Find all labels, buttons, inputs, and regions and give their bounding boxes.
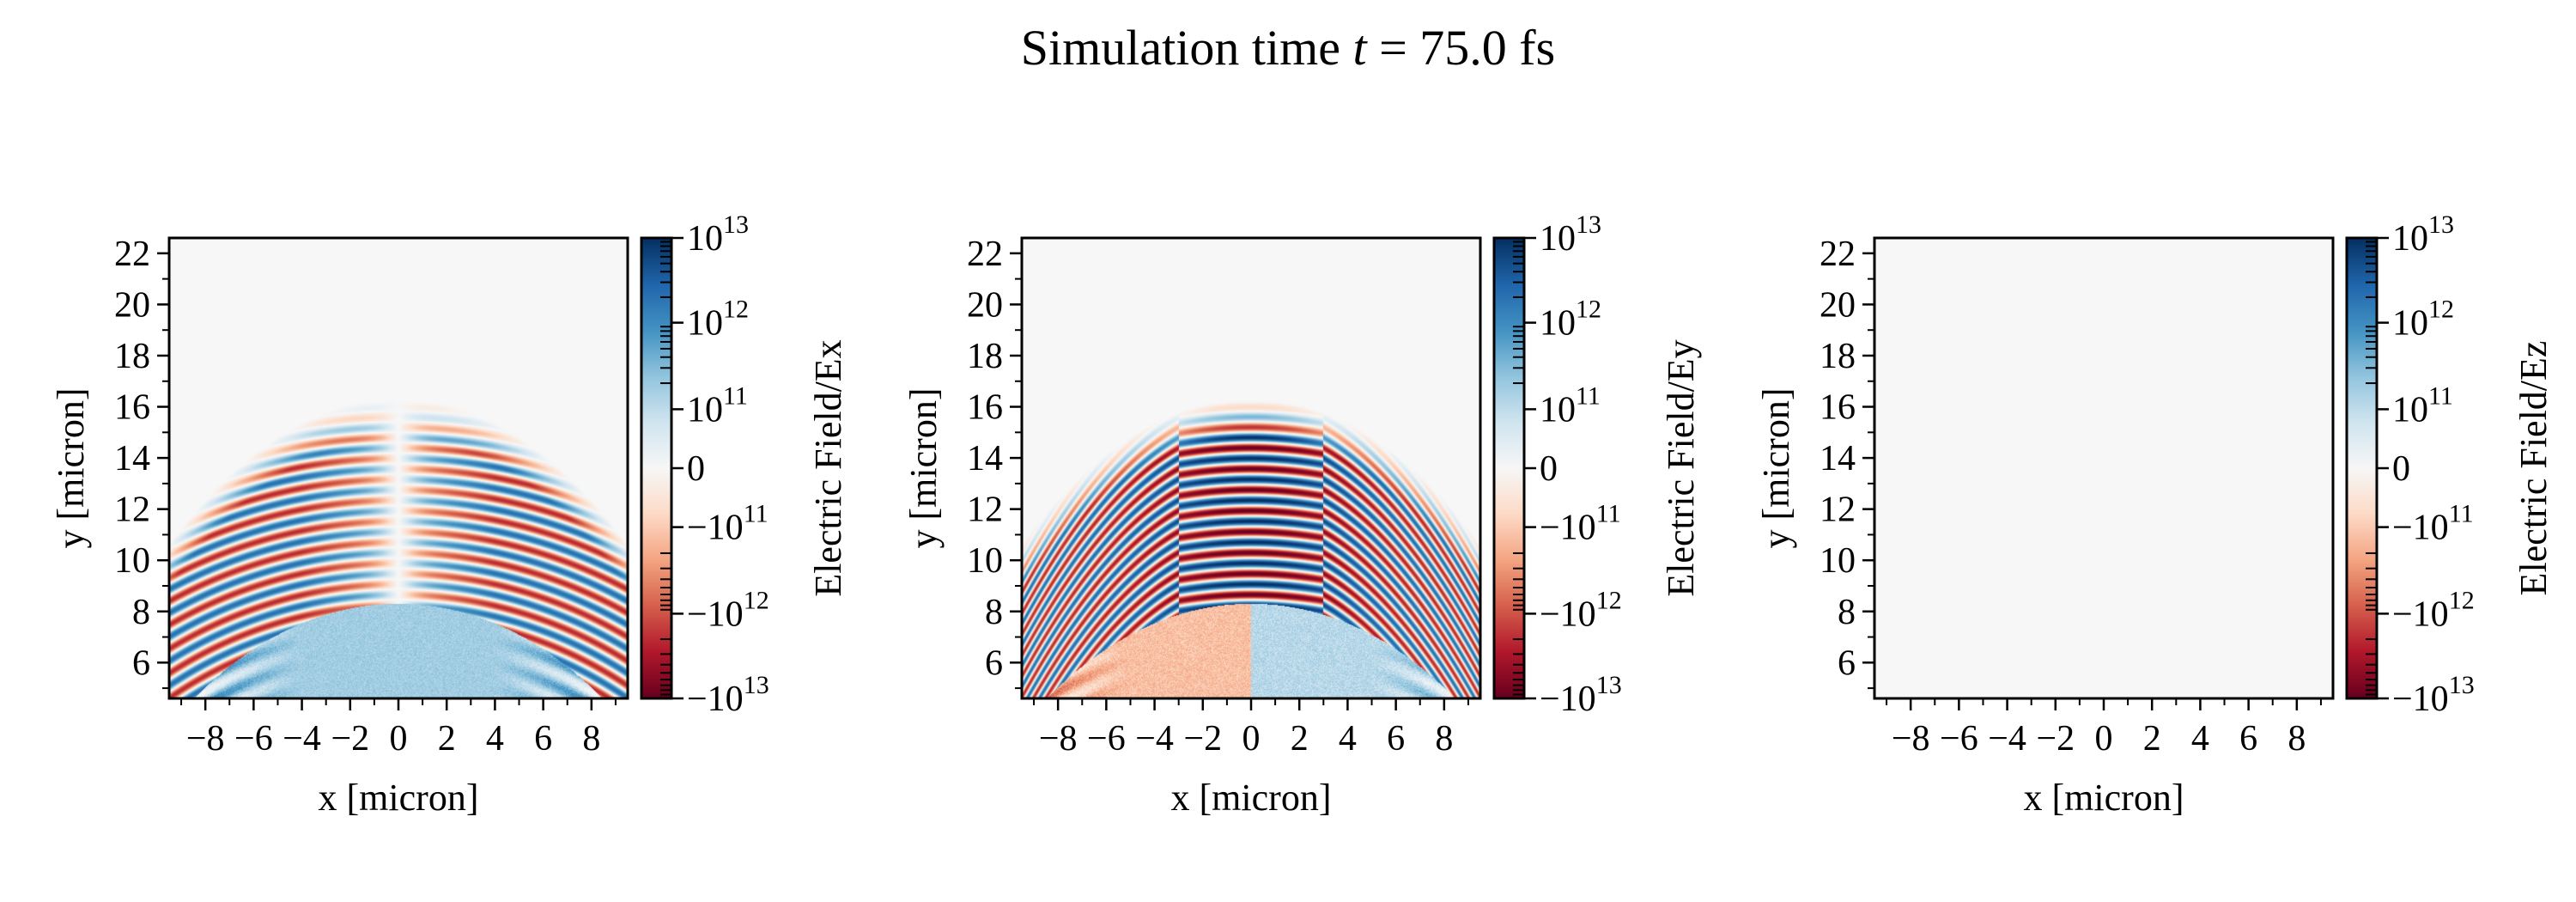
y-tick-label: 10 bbox=[1820, 541, 1856, 581]
colorbar-tick-label: −1013 bbox=[687, 671, 769, 719]
x-tick-label: −4 bbox=[283, 719, 321, 759]
y-tick-label: 16 bbox=[1820, 388, 1856, 428]
colorbar-tick-label: −1011 bbox=[1540, 500, 1621, 548]
x-tick-label: 2 bbox=[2143, 719, 2161, 759]
figure-title: Simulation time t = 75.0 fs bbox=[0, 19, 2576, 76]
x-tick-label: −2 bbox=[2036, 719, 2075, 759]
colorbar-ey bbox=[1494, 238, 1524, 698]
colorbar-tick-label: −1013 bbox=[2392, 671, 2475, 719]
x-tick-label: 8 bbox=[2287, 719, 2306, 759]
colorbar-tick-label: −1011 bbox=[687, 500, 769, 548]
colorbar-label: Electric Field/Ex bbox=[807, 339, 849, 596]
colorbar-tick-label: 1012 bbox=[1540, 296, 1601, 344]
colorbar-tick-label: −1011 bbox=[2392, 500, 2474, 548]
x-tick-label: 8 bbox=[1435, 719, 1453, 759]
x-tick-label: 4 bbox=[1339, 719, 1357, 759]
y-axis-label: y [micron] bbox=[50, 388, 92, 549]
y-tick-label: 6 bbox=[985, 643, 1003, 683]
y-tick-label: 20 bbox=[967, 285, 1003, 325]
colorbar-tick-label: −1012 bbox=[2392, 586, 2475, 634]
y-tick-label: 10 bbox=[114, 541, 150, 581]
x-tick-label: −8 bbox=[186, 719, 225, 759]
y-axis-label: y [micron] bbox=[902, 388, 945, 549]
colorbar-tick-label: −1012 bbox=[1540, 586, 1622, 634]
colorbar-tick-label: 1011 bbox=[687, 381, 748, 430]
x-tick-label: −8 bbox=[1892, 719, 1930, 759]
colorbar-tick-label: 1013 bbox=[687, 210, 749, 259]
colorbar-tick-label: −1012 bbox=[687, 586, 769, 634]
x-tick-label: 0 bbox=[2095, 719, 2113, 759]
y-tick-label: 20 bbox=[1820, 285, 1856, 325]
y-tick-label: 14 bbox=[114, 439, 150, 478]
colorbar-tick-label: 0 bbox=[2392, 449, 2410, 489]
heatmap-ey bbox=[1022, 238, 1480, 698]
x-tick-label: −2 bbox=[331, 719, 369, 759]
y-tick-label: 8 bbox=[985, 593, 1003, 632]
y-tick-label: 16 bbox=[114, 388, 150, 428]
y-tick-label: 10 bbox=[967, 541, 1003, 581]
colorbar-tick-label: 1013 bbox=[2392, 210, 2454, 259]
x-axis-label: x [micron] bbox=[2024, 777, 2184, 819]
colorbar-tick-label: −1013 bbox=[1540, 671, 1622, 719]
y-tick-label: 14 bbox=[1820, 439, 1856, 478]
x-tick-label: 6 bbox=[534, 719, 552, 759]
y-tick-label: 22 bbox=[967, 235, 1003, 274]
y-tick-label: 6 bbox=[132, 643, 150, 683]
y-tick-label: 20 bbox=[114, 285, 150, 325]
x-tick-label: −2 bbox=[1183, 719, 1222, 759]
axes-frame bbox=[1873, 236, 2335, 700]
colorbar-tick-label: 1013 bbox=[1540, 210, 1601, 259]
y-tick-label: 12 bbox=[1820, 491, 1856, 530]
colorbar-label: Electric Field/Ez bbox=[2512, 341, 2555, 596]
y-tick-label: 18 bbox=[1820, 337, 1856, 376]
x-tick-label: 8 bbox=[582, 719, 600, 759]
x-axis-label: x [micron] bbox=[319, 777, 479, 819]
colorbar-tick-label: 1012 bbox=[687, 296, 749, 344]
x-tick-label: −6 bbox=[234, 719, 273, 759]
x-tick-label: −6 bbox=[1087, 719, 1126, 759]
x-tick-label: −8 bbox=[1039, 719, 1078, 759]
x-tick-label: −6 bbox=[1940, 719, 1978, 759]
colorbar-ez bbox=[2347, 238, 2377, 698]
x-tick-label: 6 bbox=[1387, 719, 1405, 759]
colorbar-label: Electric Field/Ey bbox=[1660, 339, 1702, 596]
y-tick-label: 12 bbox=[967, 491, 1003, 530]
y-tick-label: 22 bbox=[114, 235, 150, 274]
colorbar-frame bbox=[2345, 236, 2379, 700]
y-tick-label: 12 bbox=[114, 491, 150, 530]
colorbar-tick-label: 1012 bbox=[2392, 296, 2454, 344]
heatmap-ez bbox=[1874, 238, 2333, 698]
y-tick-label: 8 bbox=[132, 593, 150, 632]
title-prefix: Simulation time bbox=[1020, 20, 1340, 76]
x-tick-label: 0 bbox=[1242, 719, 1261, 759]
x-tick-label: 2 bbox=[1291, 719, 1309, 759]
heatmap-ex bbox=[169, 238, 628, 698]
y-tick-label: 22 bbox=[1820, 235, 1856, 274]
x-tick-label: 6 bbox=[2239, 719, 2257, 759]
x-axis-label: x [micron] bbox=[1171, 777, 1332, 819]
x-tick-label: 4 bbox=[2191, 719, 2209, 759]
title-suffix: = 75.0 fs bbox=[1379, 20, 1556, 76]
colorbar-tick-label: 1011 bbox=[2392, 381, 2453, 430]
y-axis-label: y [micron] bbox=[1755, 388, 1797, 549]
y-tick-label: 18 bbox=[967, 337, 1003, 376]
x-tick-label: −4 bbox=[1988, 719, 2026, 759]
x-tick-label: 4 bbox=[486, 719, 504, 759]
x-tick-label: 0 bbox=[390, 719, 408, 759]
y-tick-label: 14 bbox=[967, 439, 1003, 478]
colorbar-tick-label: 1011 bbox=[1540, 381, 1601, 430]
y-tick-label: 18 bbox=[114, 337, 150, 376]
colorbar-tick-label: 0 bbox=[1540, 449, 1558, 489]
x-tick-label: 2 bbox=[438, 719, 456, 759]
x-tick-label: −4 bbox=[1135, 719, 1174, 759]
y-tick-label: 8 bbox=[1838, 593, 1856, 632]
colorbar-ex bbox=[641, 238, 671, 698]
title-variable: t bbox=[1352, 20, 1367, 76]
y-tick-label: 6 bbox=[1838, 643, 1856, 683]
y-tick-label: 16 bbox=[967, 388, 1003, 428]
colorbar-tick-label: 0 bbox=[687, 449, 705, 489]
